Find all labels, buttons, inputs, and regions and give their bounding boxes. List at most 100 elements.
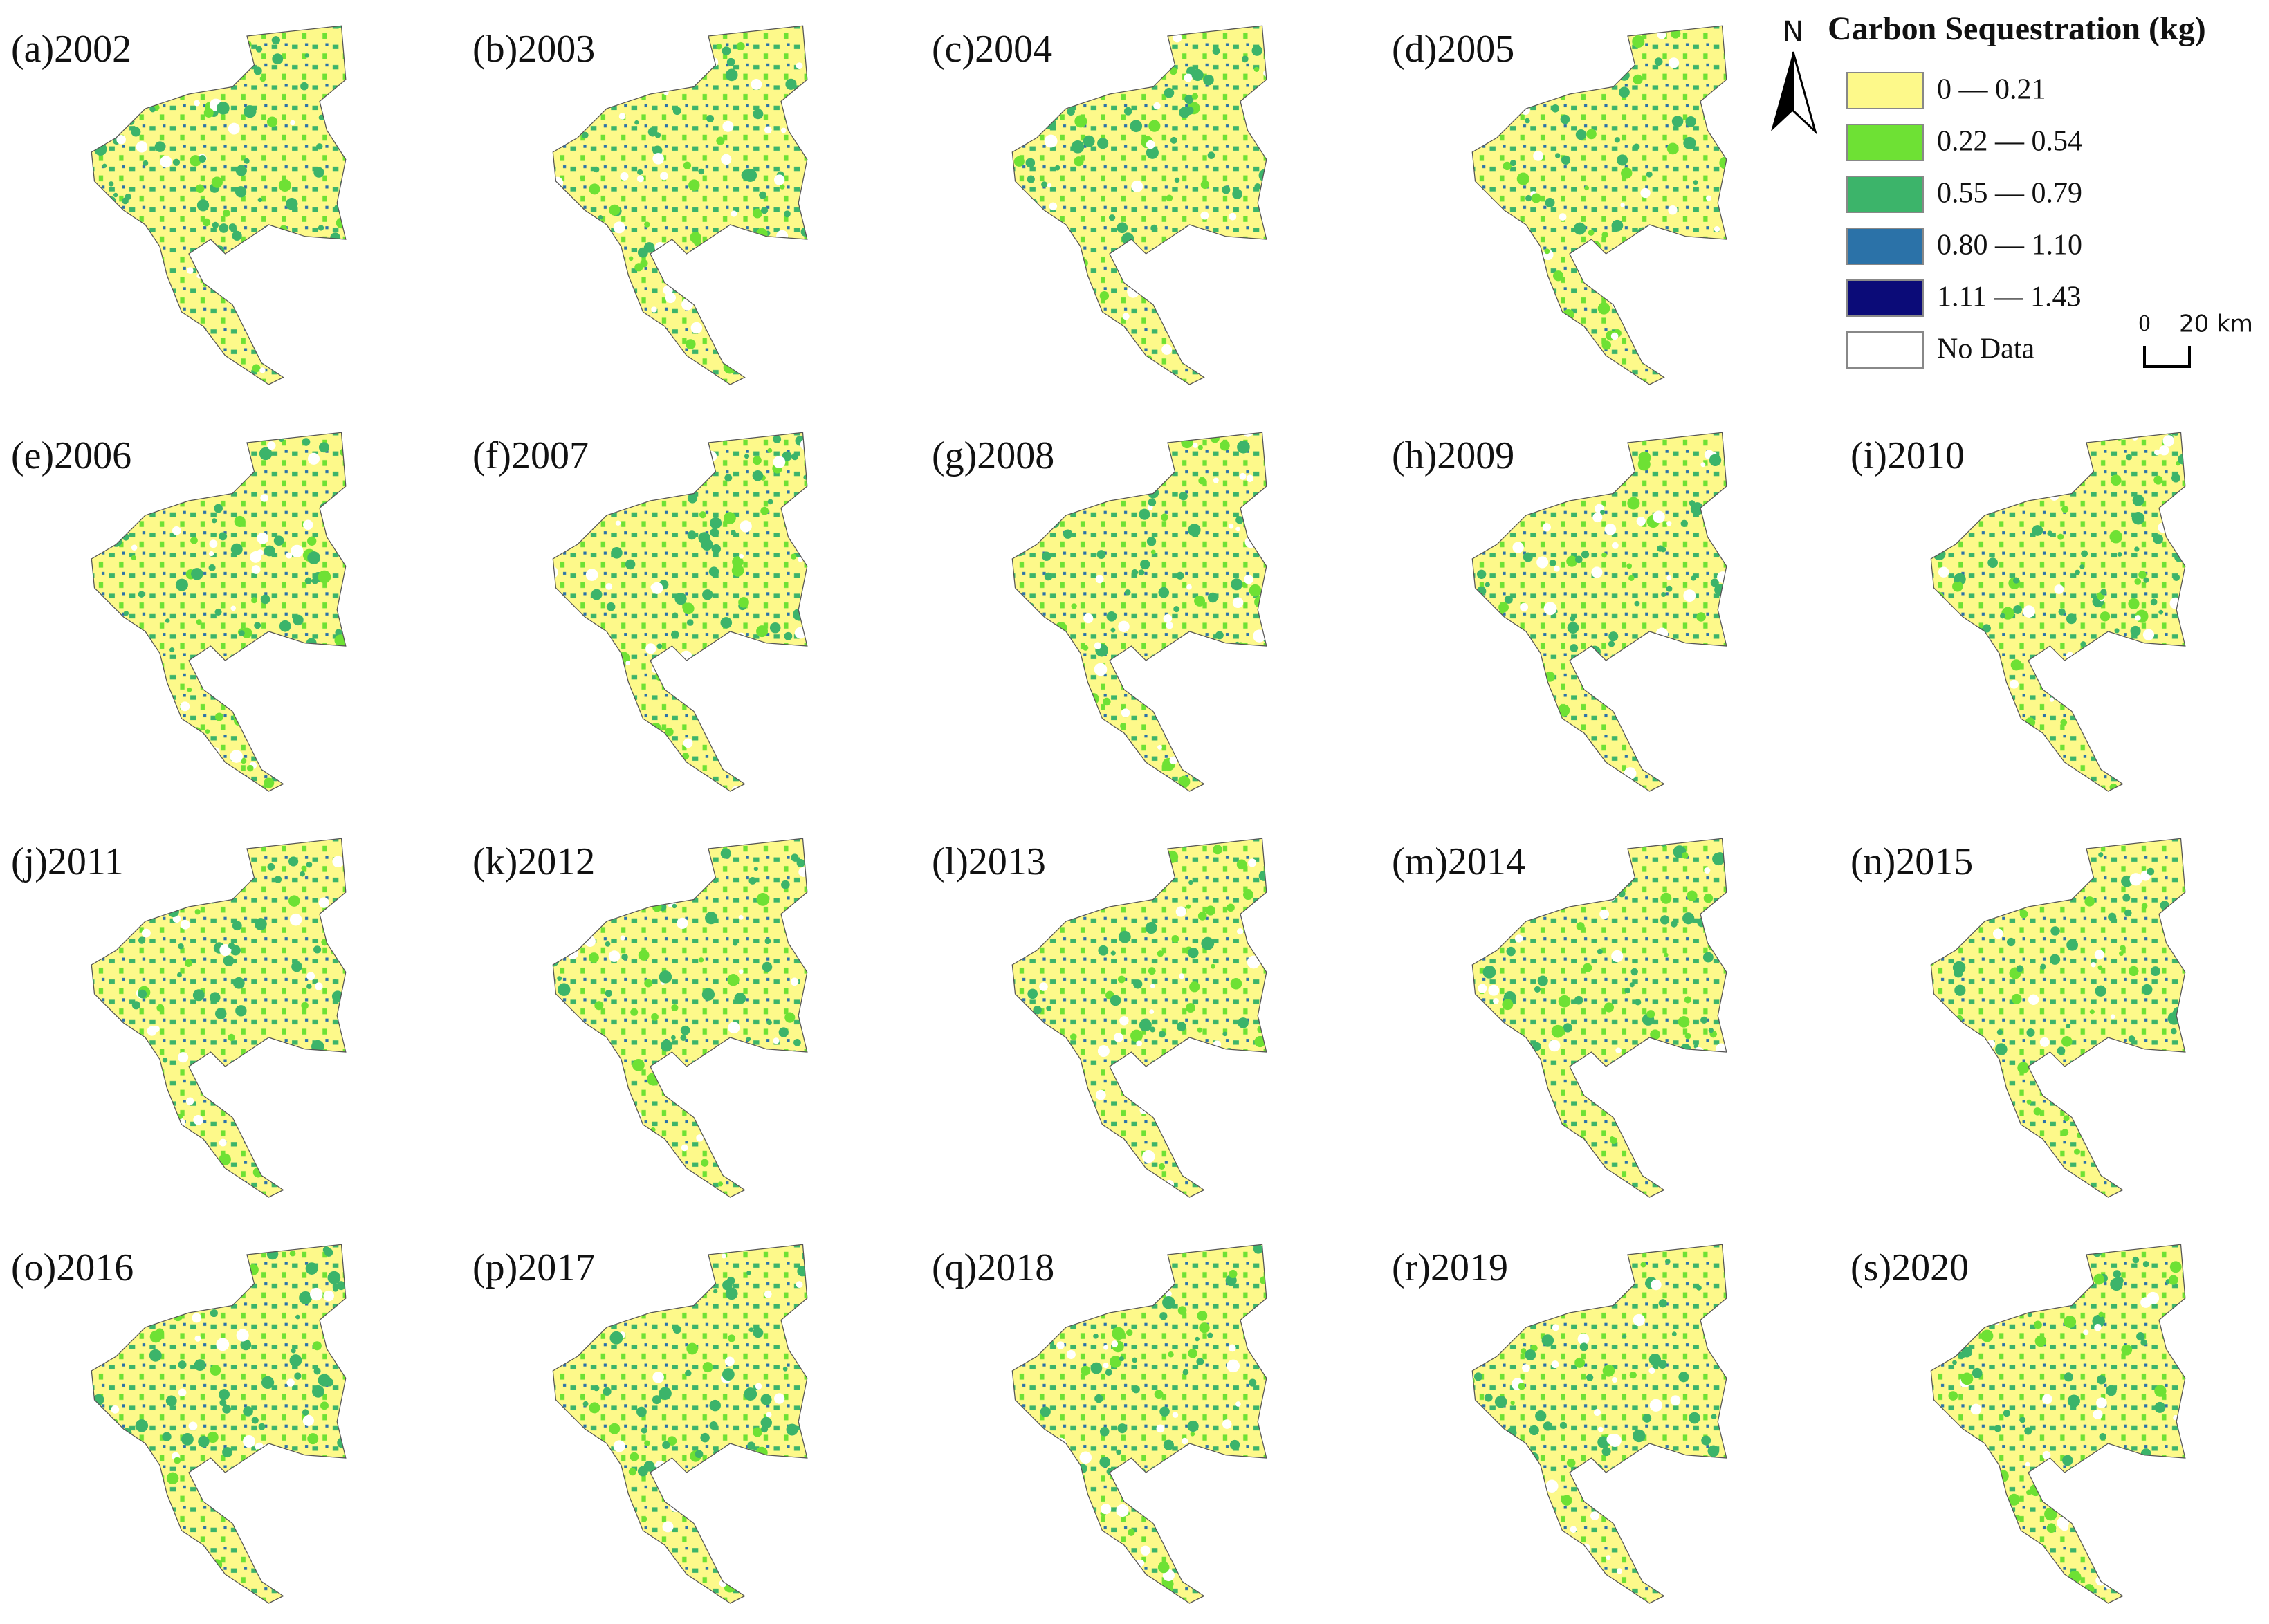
patch	[340, 448, 346, 456]
patch	[1608, 640, 1615, 647]
patch	[253, 66, 262, 75]
patch	[1951, 1316, 1958, 1322]
patch	[796, 1281, 803, 1289]
patch	[289, 913, 302, 926]
patch	[1963, 1118, 1974, 1128]
patch	[1561, 155, 1571, 165]
panel-label: (d)2005	[1392, 28, 1514, 71]
patch	[251, 1067, 259, 1073]
patch	[1496, 252, 1503, 260]
patch	[751, 78, 762, 90]
patch	[167, 905, 179, 918]
patch	[2032, 479, 2039, 486]
patch	[787, 1176, 797, 1186]
region-fill	[553, 26, 807, 385]
patch	[1132, 668, 1146, 681]
patch	[609, 1423, 621, 1434]
patch	[205, 1569, 219, 1583]
patch	[1544, 248, 1550, 255]
patch	[799, 672, 807, 681]
patch	[1093, 1333, 1099, 1339]
patch	[1543, 1137, 1555, 1149]
patch	[1545, 1179, 1559, 1193]
patch	[286, 347, 300, 360]
patch	[1577, 1255, 1590, 1269]
patch	[1110, 66, 1117, 73]
patch	[780, 1105, 786, 1110]
patch	[1536, 556, 1549, 569]
patch	[1644, 697, 1654, 708]
patch	[1249, 1165, 1258, 1174]
patch	[307, 536, 317, 546]
patch	[2097, 726, 2106, 735]
patch	[731, 786, 741, 791]
patch	[1696, 272, 1709, 285]
patch	[250, 320, 256, 326]
patch	[1067, 1320, 1072, 1326]
patch	[1191, 277, 1202, 288]
patch	[630, 1008, 639, 1016]
patch	[1177, 1306, 1187, 1316]
patch	[804, 293, 807, 304]
patch	[1597, 1436, 1610, 1448]
patch	[2100, 611, 2111, 622]
patch	[1508, 312, 1521, 325]
patch	[1236, 1069, 1242, 1076]
patch	[681, 1572, 688, 1579]
patch	[1512, 882, 1523, 894]
patch	[313, 1469, 324, 1482]
patch	[1201, 1568, 1213, 1580]
patch	[1251, 104, 1258, 111]
patch	[1684, 996, 1691, 1004]
patch	[1584, 259, 1590, 266]
patch	[288, 856, 299, 867]
patch	[2106, 1385, 2117, 1396]
patch	[1150, 549, 1156, 555]
patch	[1474, 375, 1482, 382]
patch	[1529, 1275, 1534, 1281]
patch	[199, 364, 208, 373]
patch	[593, 921, 599, 927]
patch	[1027, 988, 1038, 999]
patch	[1197, 1311, 1208, 1321]
patch	[1029, 694, 1035, 700]
patch	[1178, 775, 1191, 788]
patch	[585, 569, 598, 581]
legend-swatch	[1846, 279, 1924, 317]
patch	[752, 470, 764, 481]
patch	[1696, 612, 1706, 622]
patch	[1176, 26, 1185, 30]
patch	[2038, 838, 2052, 845]
patch	[1038, 1066, 1043, 1071]
patch	[244, 158, 250, 164]
patch	[1579, 881, 1589, 892]
patch	[307, 288, 317, 298]
patch	[145, 704, 149, 709]
patch	[191, 1249, 198, 1256]
patch	[267, 441, 276, 450]
patch	[2159, 445, 2169, 456]
patch	[1189, 981, 1200, 993]
patch	[1948, 1391, 1958, 1401]
map-panel	[1011, 432, 1267, 793]
patch	[1992, 928, 2003, 939]
patch	[2172, 533, 2181, 541]
patch	[714, 265, 720, 272]
patch	[1027, 259, 1038, 271]
patch	[2116, 1109, 2126, 1118]
patch	[1480, 112, 1489, 120]
patch	[114, 247, 126, 259]
patch	[2019, 1302, 2030, 1313]
patch	[1709, 454, 1722, 466]
patch	[271, 36, 280, 45]
patch	[1127, 59, 1141, 73]
patch	[1578, 1066, 1587, 1075]
patch	[1583, 655, 1593, 665]
patch	[1100, 1547, 1105, 1551]
patch	[291, 544, 304, 558]
patch	[2049, 697, 2055, 702]
patch	[1027, 175, 1035, 183]
patch	[2093, 1273, 2104, 1285]
patch	[709, 1399, 722, 1412]
patch	[146, 279, 154, 288]
